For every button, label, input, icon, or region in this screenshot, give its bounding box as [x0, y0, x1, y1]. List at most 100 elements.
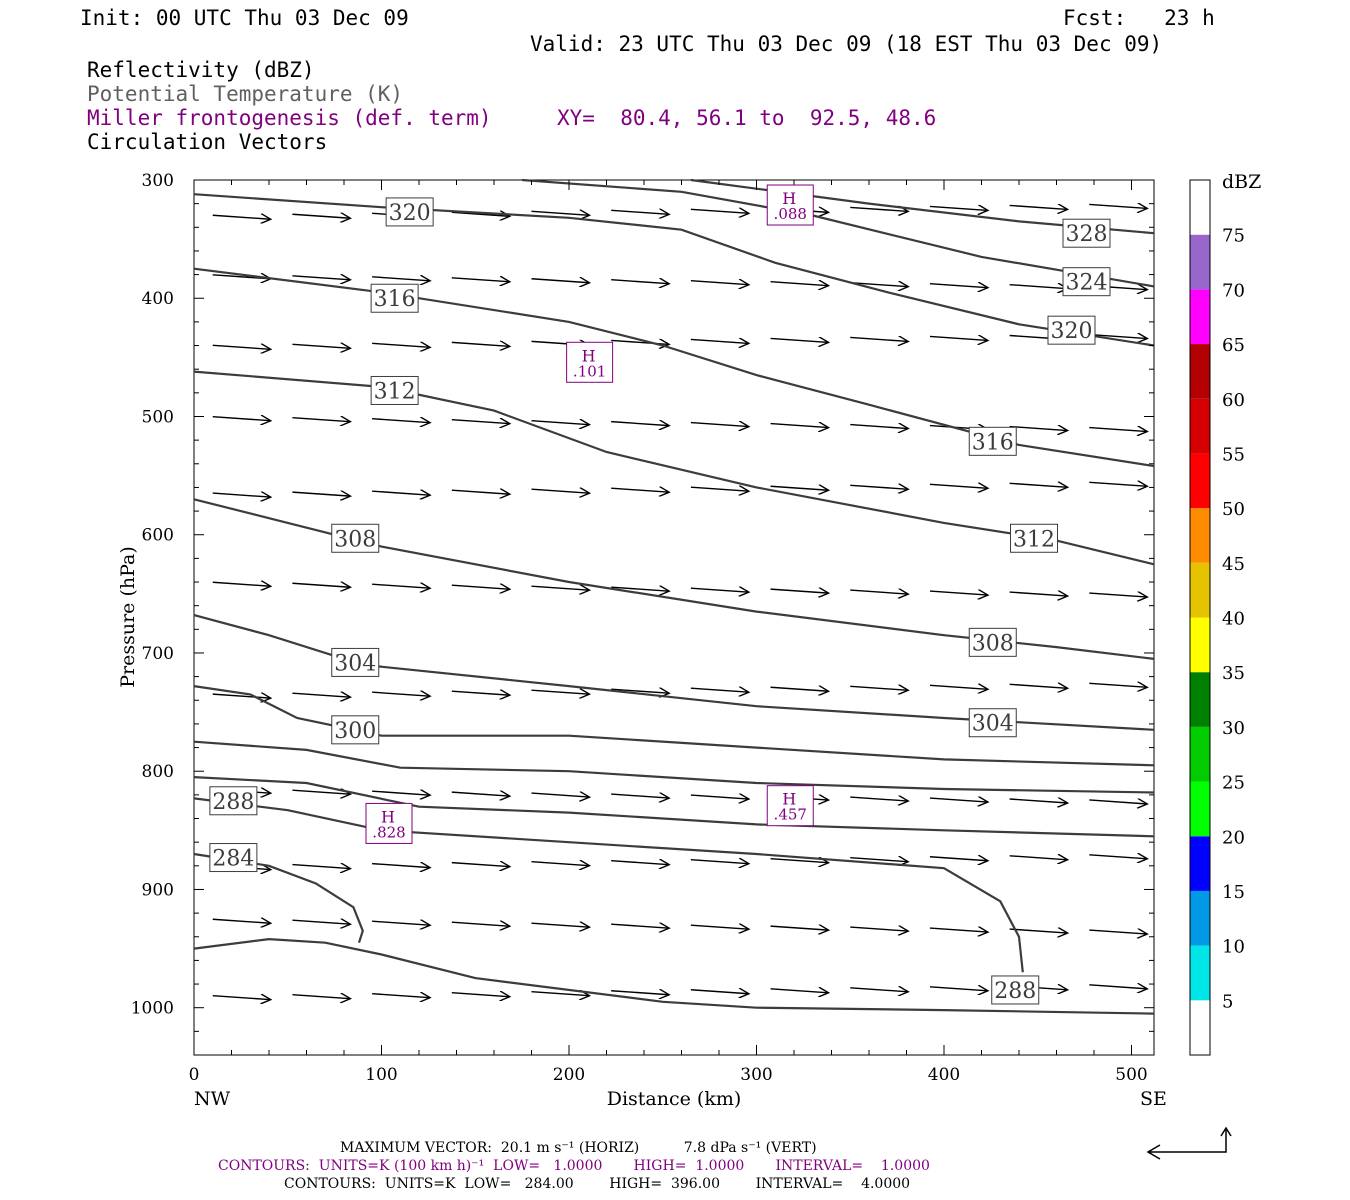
circulation-vector	[611, 861, 669, 865]
contour-label-box	[385, 197, 434, 227]
circulation-vector	[292, 492, 350, 496]
circulation-vector	[850, 485, 908, 489]
nw-label: NW	[194, 1088, 231, 1110]
frontogenesis-max-symbol: H	[381, 807, 395, 826]
circulation-vector	[770, 338, 829, 342]
circulation-vector	[292, 214, 350, 218]
circulation-vector	[850, 858, 908, 862]
theta-contour	[193, 797, 1024, 973]
circulation-vector	[690, 795, 749, 799]
scale-level-label: 55	[1222, 444, 1245, 465]
scale-level-label: 40	[1222, 609, 1245, 630]
scale-level-label: 35	[1222, 663, 1245, 684]
circulation-vector	[690, 423, 749, 427]
contour-label: 320	[389, 201, 431, 226]
se-label: SE	[1140, 1088, 1167, 1110]
contour-label-box	[209, 786, 258, 816]
circulation-vector	[1009, 483, 1068, 487]
contour-label: 328	[1066, 222, 1108, 247]
circulation-vector	[929, 284, 988, 288]
circulation-vector	[292, 344, 350, 348]
circulation-vector	[929, 798, 988, 802]
circulation-vector	[292, 583, 350, 587]
circulation-vector	[1089, 593, 1147, 597]
circulation-vector	[1009, 427, 1068, 431]
scale-swatch	[1190, 344, 1210, 399]
scale-level-label: 5	[1222, 991, 1233, 1012]
circulation-vector	[1009, 592, 1068, 596]
circulation-vector	[212, 417, 271, 421]
circulation-vector	[372, 584, 430, 588]
theta-contour-note: CONTOURS: UNITS=K LOW= 284.00 HIGH= 396.…	[284, 1176, 911, 1192]
contour-label: 316	[972, 430, 1014, 455]
circulation-vector	[292, 693, 350, 697]
scale-level-label: 65	[1222, 335, 1245, 356]
circulation-vector	[611, 587, 669, 591]
circulation-vector	[292, 418, 350, 422]
circulation-vector	[690, 688, 749, 692]
scale-swatch	[1190, 890, 1210, 946]
frontogenesis-max-box	[766, 785, 814, 827]
contour-label-box	[1010, 523, 1058, 553]
scale-swatch	[1190, 562, 1210, 618]
frontogenesis-max-value: .088	[774, 205, 807, 223]
theta-contour	[193, 776, 1155, 838]
scale-swatch	[1190, 726, 1210, 782]
circulation-vector	[292, 276, 350, 280]
circulation-vector	[531, 279, 590, 283]
circulation-vector	[611, 794, 669, 798]
circulation-vector	[372, 921, 430, 925]
field-reflectivity: Reflectivity (dBZ)	[87, 58, 315, 82]
y-tick-label: 300	[142, 171, 174, 191]
frontogenesis-max-symbol: H	[582, 346, 596, 365]
circulation-vector	[929, 336, 988, 340]
frontogenesis-max-value: .457	[774, 806, 807, 824]
y-tick-label: 800	[142, 762, 174, 782]
circulation-vector	[212, 919, 271, 923]
circulation-vector	[770, 687, 829, 691]
x-tick-label: 300	[740, 1065, 772, 1085]
x-tick-label: 100	[365, 1065, 397, 1085]
circulation-vector	[212, 493, 271, 497]
circulation-vector	[850, 988, 908, 992]
circulation-vector	[611, 210, 669, 214]
circulation-vector	[770, 282, 829, 286]
contour-label: 300	[334, 719, 376, 744]
circulation-vector	[611, 689, 669, 693]
circulation-vector	[929, 928, 988, 932]
contour-label-box	[968, 627, 1017, 657]
y-axis-label: Pressure (hPa)	[117, 546, 139, 688]
x-tick-label: 500	[1115, 1065, 1147, 1085]
circulation-vector	[531, 862, 590, 866]
circulation-vector	[451, 278, 510, 282]
circulation-vector	[1089, 683, 1147, 687]
circulation-vector	[1089, 930, 1147, 934]
frontogenesis-max-symbol: H	[782, 790, 796, 809]
contour-label: 320	[1051, 319, 1093, 344]
circulation-vector	[372, 419, 430, 423]
valid-time: Valid: 23 UTC Thu 03 Dec 09 (18 EST Thu …	[530, 32, 1163, 56]
circulation-vector	[850, 927, 908, 931]
circulation-vector	[850, 283, 908, 287]
y-tick-label: 900	[142, 880, 174, 900]
circulation-vector	[929, 206, 988, 210]
scale-level-label: 60	[1222, 390, 1245, 411]
circulation-vector	[770, 926, 829, 930]
max-vector-note: MAXIMUM VECTOR: 20.1 m s⁻¹ (HORIZ) 7.8 d…	[340, 1140, 817, 1156]
circulation-vector	[770, 989, 829, 993]
scale-swatch	[1190, 672, 1210, 727]
circulation-vector	[1089, 800, 1147, 804]
scale-unit-label: dBZ	[1222, 171, 1261, 193]
scale-swatch	[1190, 836, 1210, 891]
y-tick-label: 1000	[131, 999, 174, 1019]
circulation-vector	[690, 588, 749, 592]
circulation-vector	[451, 922, 510, 926]
scale-swatch	[1190, 234, 1210, 290]
contour-label: 288	[994, 979, 1036, 1004]
frontogenesis-max-value: .828	[372, 823, 405, 841]
scale-swatch	[1190, 1000, 1210, 1055]
circulation-vector	[451, 420, 510, 424]
scale-swatch	[1190, 289, 1210, 345]
contour-label-box	[331, 523, 380, 553]
